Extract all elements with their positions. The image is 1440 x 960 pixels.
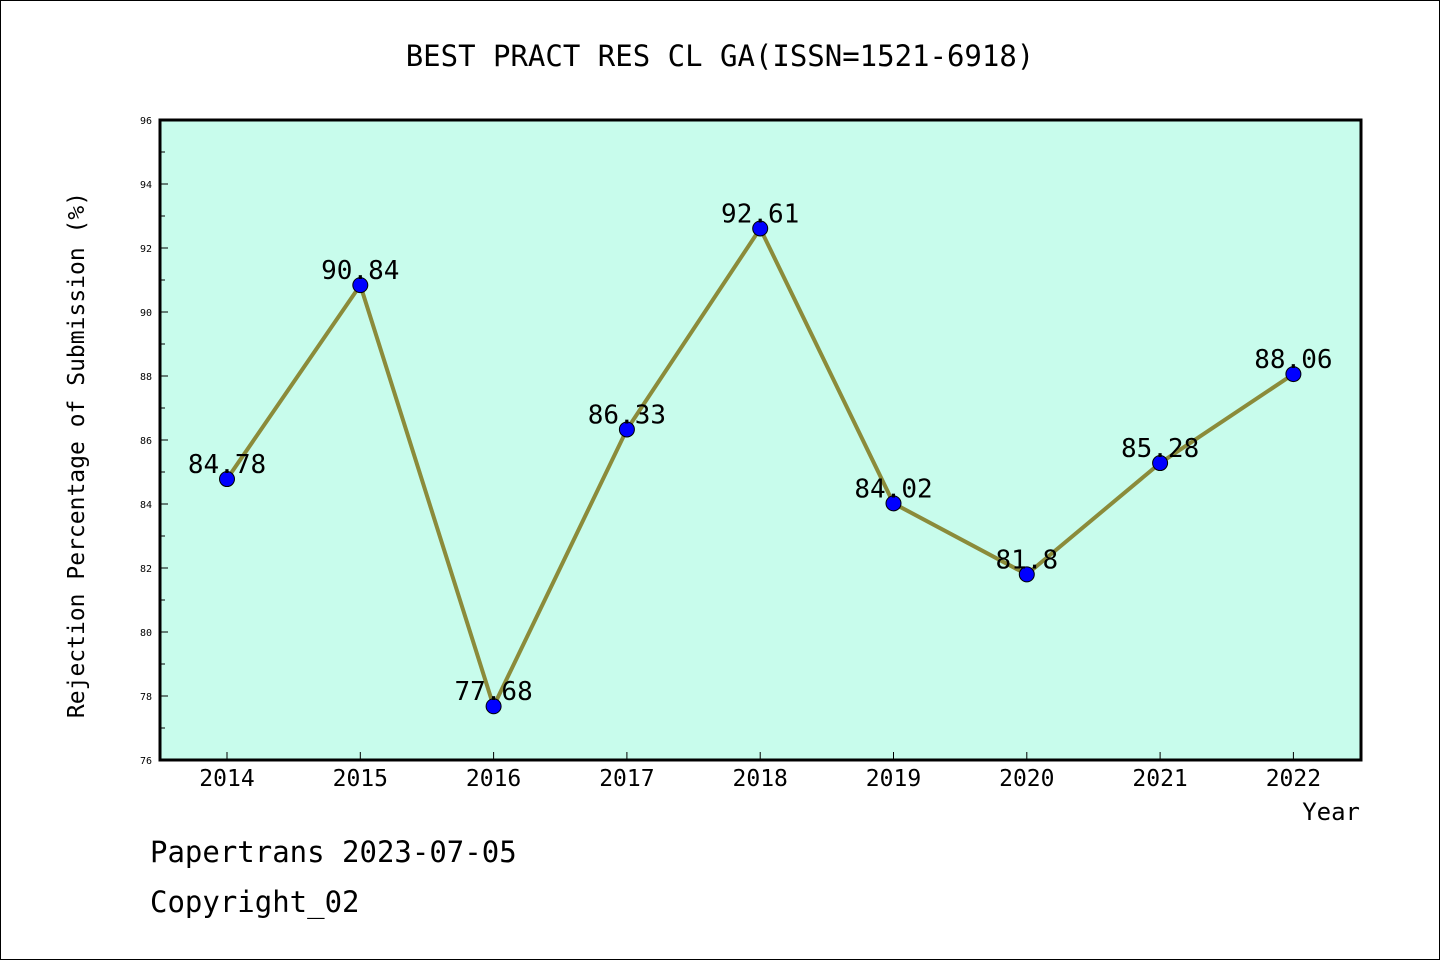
x-tick-label: 2014 <box>199 766 254 792</box>
y-tick-label: 88 <box>140 372 152 383</box>
data-point <box>618 421 635 438</box>
chart-title: BEST PRACT RES CL GA(ISSN=1521-6918) <box>406 39 1035 73</box>
y-tick-label: 82 <box>140 564 152 575</box>
x-tick-label: 2021 <box>1132 766 1187 792</box>
x-tick-label: 2016 <box>466 766 521 792</box>
series <box>219 220 1302 715</box>
data-point <box>1018 566 1035 583</box>
y-axis-label: Rejection Percentage of Submission (%) <box>64 192 90 718</box>
data-label: 85.28 <box>1121 434 1199 464</box>
footer-line-2: Copyright_02 <box>150 885 360 919</box>
x-tick-label: 2015 <box>333 766 388 792</box>
y-tick-label: 90 <box>140 308 152 319</box>
y-tick-label: 80 <box>140 628 152 639</box>
y-axis: 76 78 80 82 84 86 88 90 92 94 96 <box>140 116 168 767</box>
y-tick-label: 92 <box>140 244 152 255</box>
x-axis: 2014 2015 2016 2017 2018 2019 2020 2021 2022 <box>199 752 1321 792</box>
data-label: 84.78 <box>188 450 266 480</box>
data-label: 84.02 <box>854 474 932 504</box>
footer-line-1: Papertrans 2023-07-05 <box>150 835 517 869</box>
x-tick-label: 2020 <box>999 766 1054 792</box>
data-point <box>352 277 369 294</box>
data-label: 88.06 <box>1254 345 1332 375</box>
data-point <box>485 698 502 715</box>
data-point <box>752 220 769 237</box>
y-tick-label: 78 <box>140 692 152 703</box>
y-tick-label: 96 <box>140 116 152 127</box>
data-labels: 84.78 90.84 77.68 86.33 92.61 84.02 81.8 85.28 8… <box>188 199 1333 707</box>
data-label: 90.84 <box>321 256 399 286</box>
data-label: 86.33 <box>588 400 666 430</box>
data-point <box>1285 366 1302 383</box>
x-tick-label: 2022 <box>1266 766 1321 792</box>
y-tick-label: 94 <box>140 180 152 191</box>
data-label: 92.61 <box>721 199 799 229</box>
data-point <box>219 471 235 488</box>
data-label: 77.68 <box>454 677 532 707</box>
data-point <box>885 495 902 512</box>
x-tick-label: 2018 <box>733 766 788 792</box>
y-tick-label: 76 <box>140 756 152 767</box>
x-axis-label: Year <box>1302 798 1360 826</box>
y-tick-label: 84 <box>140 500 152 511</box>
data-point <box>1152 455 1169 472</box>
x-tick-label: 2017 <box>599 766 654 792</box>
x-tick-label: 2019 <box>866 766 921 792</box>
data-label: 81.8 <box>995 545 1058 575</box>
y-tick-label: 86 <box>140 436 152 447</box>
